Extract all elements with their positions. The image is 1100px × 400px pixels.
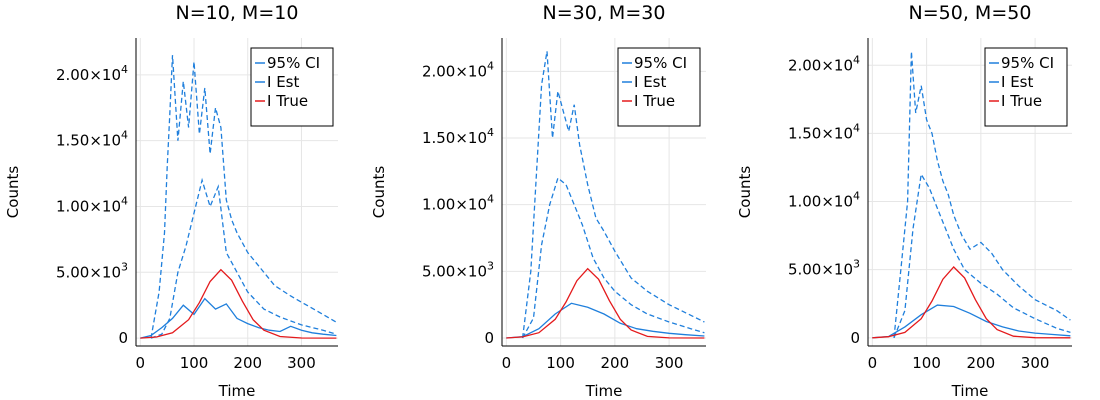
x-axis-label: Time (218, 382, 256, 400)
series-line-95-ci (150, 55, 337, 339)
legend-box (984, 47, 1068, 127)
x-tick-label: 100 (180, 354, 209, 372)
series-line-95-ci-lower (150, 177, 337, 339)
legend-label: 95% CI (1001, 54, 1054, 72)
y-tick-label: 1.50×104 (422, 126, 494, 147)
series-line-i-true (140, 268, 337, 339)
y-tick-label: 0 (850, 329, 860, 347)
legend-label: I True (1001, 92, 1042, 110)
series-line-95-ci-lower (522, 176, 705, 339)
legend-label: I Est (267, 73, 299, 91)
x-tick-label: 300 (655, 354, 684, 372)
x-axis-label: Time (585, 382, 623, 400)
chart-title: N=30, M=30 (543, 2, 666, 24)
legend-label: I True (634, 92, 675, 110)
legend-label: 95% CI (634, 54, 687, 72)
series-line-i-est (506, 302, 705, 339)
chart-title: N=10, M=10 (176, 2, 299, 24)
x-axis-label: Time (951, 382, 989, 400)
y-tick-label: 2.00×104 (56, 63, 128, 84)
series-line-i-true (506, 267, 705, 339)
y-tick-label: 5.00×103 (56, 260, 128, 281)
chart-title: N=50, M=50 (909, 2, 1032, 24)
legend-label: I Est (1001, 73, 1033, 91)
x-tick-label: 0 (868, 354, 878, 372)
y-tick-label: 1.50×104 (788, 121, 860, 142)
series-line-95-ci (521, 51, 705, 339)
y-tick-label: 0 (118, 329, 128, 347)
series-line-i-est (872, 304, 1071, 339)
legend-box (250, 47, 334, 127)
x-tick-label: 100 (912, 354, 941, 372)
y-axis-label: Counts (370, 166, 388, 219)
x-tick-label: 0 (136, 354, 146, 372)
legend-label: I Est (634, 73, 666, 91)
series-line-i-true (872, 266, 1071, 339)
x-tick-label: 300 (287, 354, 316, 372)
x-tick-label: 0 (502, 354, 512, 372)
y-tick-label: 1.00×104 (788, 190, 860, 211)
x-tick-label: 200 (601, 354, 630, 372)
series-line-95-ci-lower (893, 172, 1071, 339)
y-tick-label: 1.00×104 (56, 194, 128, 215)
panel-2: 0 100 200 300 0 5.00×103 1.00×104 1.50×104 2.00×… (370, 2, 706, 400)
x-tick-label: 200 (233, 354, 262, 372)
x-tick-label: 100 (546, 354, 575, 372)
y-tick-label: 5.00×103 (422, 259, 494, 280)
y-tick-label: 5.00×103 (788, 258, 860, 279)
x-tick-label: 200 (967, 354, 996, 372)
x-tick-label: 300 (1021, 354, 1050, 372)
panel-3: 0 100 200 300 0 5.00×103 1.00×104 1.50×104 2.00×… (736, 2, 1072, 400)
y-tick-label: 2.00×104 (788, 53, 860, 74)
y-tick-label: 2.00×104 (422, 59, 494, 80)
y-tick-label: 1.50×104 (56, 129, 128, 150)
series-line-95-ci (893, 51, 1071, 338)
y-axis-label: Counts (4, 166, 22, 219)
legend-box (617, 47, 701, 127)
y-tick-label: 0 (484, 329, 494, 347)
series-line-i-est (140, 297, 337, 339)
legend-label: 95% CI (267, 54, 320, 72)
legend-label: I True (267, 92, 308, 110)
y-axis-label: Counts (736, 166, 754, 219)
y-tick-label: 1.00×104 (422, 193, 494, 214)
panel-1: 0 100 200 300 0 5.00×103 1.00×104 1.50×104 2.00×… (4, 2, 338, 400)
